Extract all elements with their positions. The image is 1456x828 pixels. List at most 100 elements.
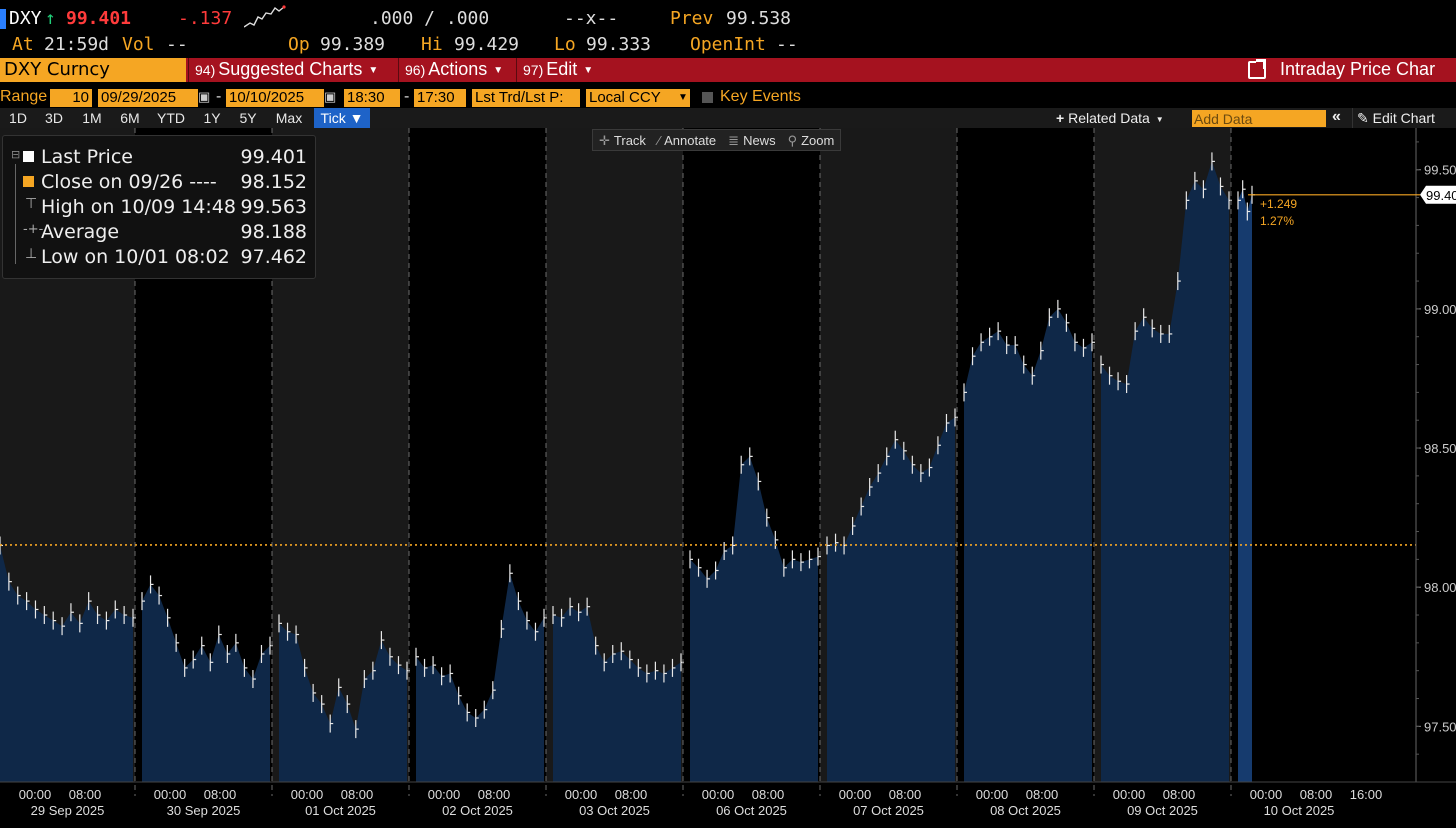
timeframe-max[interactable]: Max [275,110,303,126]
caret-down-icon: ▼ [368,64,379,76]
actions-label: Actions [428,59,488,79]
timeframe-1y[interactable]: 1Y [203,110,221,126]
calendar-icon[interactable]: ▣ [198,89,211,104]
range-dash: - [216,88,222,105]
currency-dropdown-icon[interactable]: ▼ [676,89,690,107]
x-time-label: 00:00 [565,787,598,802]
legend-value: 99.401 [240,146,307,168]
vol-value: -- [166,34,188,55]
x-time-label: 00:00 [839,787,872,802]
add-data-input[interactable] [1192,110,1326,127]
sparkline-icon [244,5,286,28]
track-tool[interactable]: ✛ Track [593,130,652,150]
timeframe-3d[interactable]: 3D [45,110,63,126]
x-time-label: 00:00 [1250,787,1283,802]
legend-close[interactable]: Close on 09/26 ---- 98.152 [11,171,311,196]
bid-ask-size: --x-- [564,8,619,29]
start-date-field[interactable]: 09/29/2025 [98,89,198,107]
related-data-menu[interactable]: + Related Data ▼ [1052,108,1182,128]
last-price-tag [1420,185,1456,204]
average-marker-icon: -+- [23,222,44,237]
range-days-field[interactable]: 10 [50,89,92,107]
suggested-charts-number: 94) [195,62,216,78]
up-arrow-icon: ↑ [45,8,56,29]
legend-value: 98.188 [240,221,307,243]
zoom-tool[interactable]: ⚲ Zoom [782,130,841,150]
suggested-charts-label: Suggested Charts [218,59,363,79]
chart-tools: ✛ Track ⁄ Annotate ≣ News ⚲ Zoom [592,129,842,151]
price-area [553,606,681,782]
currency-select[interactable]: Local CCY [586,89,676,107]
time-label: At [12,34,34,55]
timeframe-ytd[interactable]: YTD [157,110,185,126]
legend-average[interactable]: -+- Average 98.188 [11,221,311,246]
legend-high[interactable]: ⊤ High on 10/09 14:48 99.563 [11,196,311,221]
x-date-label: 03 Oct 2025 [579,803,650,818]
price-type-select[interactable]: Lst Trd/Lst P: [472,89,580,107]
actions-menu[interactable]: 96) Actions ▼ [398,58,516,82]
x-time-label: 08:00 [478,787,511,802]
plus-icon: + [1056,110,1065,126]
security-field[interactable]: DXY Curncy [0,58,186,82]
price-area [827,417,955,782]
legend-low[interactable]: ⊥ Low on 10/01 08:02 97.462 [11,246,311,271]
quote-header: DXY ↑ 99.401 -.137 .000 / .000 --x-- Pre… [0,0,1456,58]
chart-legend: ⊟ Last Price 99.401 Close on 09/26 ---- … [2,135,316,279]
legend-label: Average [41,221,120,243]
end-time-field[interactable]: 17:30 [414,89,466,107]
news-label: News [743,133,776,148]
y-tick-label: 99.50 [1424,163,1456,178]
menu-bar [0,58,1456,82]
price-area [964,308,1092,782]
y-tick-label: 98.00 [1424,580,1456,595]
collapse-icon[interactable]: « [1332,108,1341,125]
low-marker-icon: ⊥ [25,246,38,262]
annotate-tool[interactable]: ⁄ Annotate [652,130,722,150]
pencil-icon: ✎ [1357,110,1369,126]
edit-label: Edit [546,59,578,79]
session-background [1231,128,1416,782]
legend-value: 98.152 [240,171,307,193]
change-abs-label: +1.249 [1260,197,1297,211]
legend-last-price[interactable]: ⊟ Last Price 99.401 [11,146,311,171]
legend-label: Low on 10/01 08:02 [41,246,230,268]
legend-value: 97.462 [240,246,307,268]
timeframe-tick[interactable]: Tick ▼ [314,108,370,128]
price-area [142,584,270,782]
edit-menu[interactable]: 97) Edit ▼ [516,58,608,82]
high-marker-icon: ⊤ [25,196,38,212]
start-time-field[interactable]: 18:30 [344,89,400,107]
low-value: 99.333 [586,34,652,55]
crosshair-icon: ✛ [599,133,610,148]
calendar-icon[interactable]: ▣ [324,89,337,104]
caret-down-icon: ▼ [1155,114,1164,124]
annotate-label: Annotate [664,133,717,148]
prev-value: 99.538 [726,8,792,29]
popout-icon[interactable] [1248,59,1266,79]
x-date-label: 07 Oct 2025 [853,803,924,818]
caret-down-icon: ▼ [583,64,594,76]
time-value: 21:59d [44,34,110,55]
price-area [416,573,544,782]
orange-square-icon [23,176,34,187]
timeframe-6m[interactable]: 6M [120,110,140,126]
edit-chart-button[interactable]: ✎ Edit Chart [1352,108,1456,128]
ticker-symbol[interactable]: DXY [9,8,42,29]
timeframe-1m[interactable]: 1M [82,110,102,126]
x-date-label: 06 Oct 2025 [716,803,787,818]
key-events-label: Key Events [720,88,801,105]
legend-label: High on 10/09 14:48 [41,196,236,218]
timeframe-1d[interactable]: 1D [9,110,27,126]
x-time-label: 08:00 [341,787,374,802]
timeframe-5y[interactable]: 5Y [239,110,257,126]
ticker-marker [0,9,6,29]
end-date-field[interactable]: 10/10/2025 [226,89,324,107]
x-date-label: 30 Sep 2025 [167,803,241,818]
news-tool[interactable]: ≣ News [722,130,781,150]
x-time-label: 08:00 [69,787,102,802]
x-date-label: 29 Sep 2025 [31,803,105,818]
net-change: -.137 [178,8,233,29]
key-events-checkbox[interactable] [702,92,713,103]
suggested-charts-menu[interactable]: 94) Suggested Charts ▼ [188,58,398,82]
legend-label: Last Price [41,146,133,168]
